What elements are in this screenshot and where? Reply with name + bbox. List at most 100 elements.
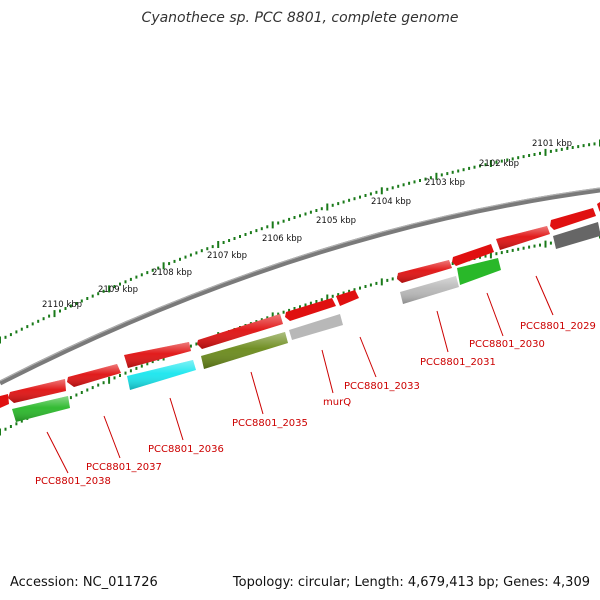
- gene-arrow[interactable]: [289, 314, 343, 340]
- tick-mark: [457, 169, 460, 173]
- tick-mark: [500, 159, 503, 163]
- tick-mark: [288, 217, 291, 221]
- gene-label[interactable]: murQ: [323, 397, 351, 408]
- tick-mark: [353, 288, 356, 292]
- tick-mark: [277, 312, 280, 316]
- tick-mark: [53, 310, 56, 318]
- tick-mark: [402, 183, 405, 187]
- gene-label[interactable]: PCC8801_2036: [148, 444, 224, 455]
- tick-mark: [435, 172, 438, 180]
- tick-mark: [206, 247, 209, 251]
- tick-mark: [326, 294, 329, 302]
- tick-mark: [299, 305, 301, 309]
- tick-mark: [391, 186, 394, 190]
- gene-label[interactable]: PCC8801_2035: [232, 418, 308, 429]
- tick-mark: [484, 163, 487, 167]
- tick-mark: [320, 298, 323, 302]
- tick-mark: [184, 255, 187, 259]
- tick-mark: [15, 422, 18, 426]
- gene-arrow[interactable]: [553, 222, 600, 249]
- tick-mark: [506, 158, 509, 162]
- tick-mark: [9, 333, 12, 337]
- tick-mark: [211, 245, 214, 249]
- gene-arrow[interactable]: [336, 290, 359, 306]
- tick-mark: [228, 239, 231, 242]
- tick-mark: [64, 307, 67, 310]
- tick-mark: [108, 376, 111, 384]
- gene-label[interactable]: PCC8801_2033: [344, 381, 420, 392]
- scale-label-2102: 2102 kbp: [479, 159, 519, 169]
- tick-mark: [342, 200, 345, 204]
- tick-mark: [446, 172, 449, 176]
- tick-mark: [495, 252, 498, 256]
- tick-mark: [75, 393, 78, 397]
- tick-mark: [451, 170, 454, 174]
- tick-mark: [31, 322, 34, 326]
- tick-mark: [119, 282, 121, 286]
- tick-mark: [424, 177, 427, 181]
- tick-mark: [539, 243, 541, 247]
- tick-mark: [168, 262, 171, 266]
- tick-mark: [135, 366, 138, 370]
- tick-mark: [140, 364, 143, 368]
- tick-mark: [309, 301, 312, 305]
- tick-mark: [162, 262, 165, 270]
- tick-mark: [173, 259, 176, 263]
- gene-arrow[interactable]: [285, 298, 336, 321]
- gene-label[interactable]: PCC8801_2037: [86, 462, 162, 473]
- gene-arrow[interactable]: [0, 394, 9, 408]
- tick-mark: [277, 221, 280, 225]
- tick-mark: [489, 160, 492, 167]
- tick-mark: [473, 165, 476, 169]
- gene-label[interactable]: PCC8801_2038: [35, 476, 111, 487]
- tick-mark: [593, 142, 596, 146]
- tick-mark: [20, 419, 23, 423]
- gene-arrow[interactable]: [452, 244, 494, 266]
- tick-mark: [337, 293, 340, 297]
- tick-mark: [375, 281, 378, 285]
- tick-mark: [244, 233, 247, 236]
- tick-mark: [517, 156, 520, 160]
- tick-mark: [113, 285, 116, 288]
- tick-mark: [80, 391, 83, 394]
- tick-mark: [59, 309, 61, 313]
- tick-mark: [495, 160, 498, 164]
- tick-mark: [26, 325, 29, 329]
- gene-arrow[interactable]: [597, 202, 600, 212]
- gene-label[interactable]: PCC8801_2031: [420, 357, 496, 368]
- gene-label[interactable]: PCC8801_2030: [469, 339, 545, 350]
- tick-mark: [222, 241, 225, 244]
- tick-mark: [293, 307, 296, 310]
- tick-mark: [506, 250, 509, 253]
- scale-label-2109: 2109 kbp: [98, 285, 138, 295]
- tick-mark: [386, 187, 389, 191]
- gene-features: [0, 202, 600, 422]
- tick-mark: [533, 153, 536, 156]
- gene-arrow[interactable]: [550, 208, 596, 230]
- tick-mark: [69, 304, 72, 308]
- gene-labels: PCC8801_2029 PCC8801_2030 PCC8801_2031 P…: [35, 321, 596, 487]
- tick-mark: [304, 212, 307, 216]
- tick-mark: [577, 145, 580, 149]
- tick-mark: [48, 314, 51, 318]
- tick-mark: [200, 249, 203, 253]
- tick-mark: [288, 308, 291, 312]
- tick-mark: [342, 291, 345, 295]
- tick-mark: [102, 381, 105, 385]
- gene-label[interactable]: PCC8801_2029: [520, 321, 596, 332]
- tick-mark: [511, 157, 514, 161]
- gene-arrow[interactable]: [457, 258, 501, 285]
- genome-title: Cyanothece sp. PCC 8801, complete genome: [141, 10, 459, 26]
- tick-mark: [528, 154, 531, 157]
- tick-mark: [179, 257, 181, 261]
- tick-mark: [331, 294, 334, 298]
- scale-label-2108: 2108 kbp: [152, 268, 192, 278]
- tick-mark: [429, 176, 432, 180]
- outer-tick-ring: [0, 139, 600, 344]
- tick-mark: [479, 255, 481, 259]
- tick-mark: [37, 319, 40, 323]
- tick-mark: [91, 294, 94, 298]
- tick-mark: [331, 203, 334, 207]
- tick-mark: [266, 316, 269, 320]
